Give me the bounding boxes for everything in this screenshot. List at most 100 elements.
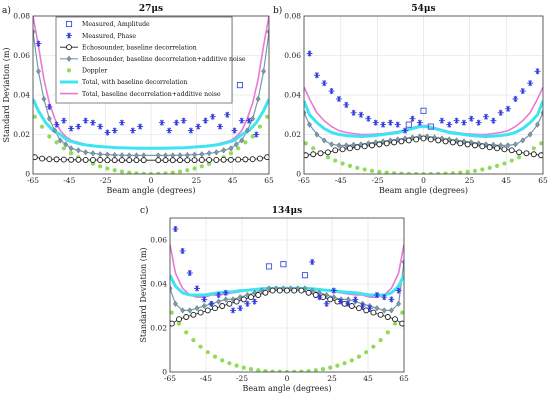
echosounder-noise-marker [228,145,234,152]
x-tick-label: -25 [236,374,248,383]
doppler-marker [436,171,441,174]
echosounder-marker [427,136,434,143]
echosounder-noise-marker [252,289,258,296]
doppler-marker [328,365,333,370]
echosounder-marker [392,316,398,323]
phase-marker [309,259,316,265]
phase-marker [352,296,359,303]
echosounder-marker [391,139,398,146]
echosounder-marker [89,157,96,163]
echosounder-marker [405,137,412,144]
echosounder-noise-marker [33,28,36,35]
echosounder-marker [356,305,362,312]
x-tick-label: -65 [164,374,176,383]
echosounder-noise-marker [46,115,52,122]
y-tick-label: 0.02 [13,130,30,139]
phase-marker [244,300,251,307]
doppler-marker [141,171,146,174]
axes-frame [169,217,405,373]
doppler-marker [392,321,398,326]
echosounder-marker [538,152,543,159]
phase-marker [446,121,453,128]
echosounder-marker [399,320,404,327]
doppler-marker [234,363,239,368]
echosounder-noise-marker [57,137,63,144]
phase-marker [215,292,222,298]
phase-marker [194,285,200,292]
x-tick-label: 25 [192,176,202,185]
amplitude-marker [236,82,244,89]
echosounder-noise-marker [213,149,219,156]
phase-marker [527,80,534,87]
doppler-marker [349,358,354,363]
legend-label: Total, with baseline decorrelation [82,79,187,86]
echosounder-marker [219,303,226,309]
echosounder-marker [227,156,234,163]
echosounder-marker [324,149,331,156]
amplitude-marker [405,121,412,128]
echosounder-marker [133,157,140,164]
phase-marker [230,307,236,314]
phase-marker [345,300,352,307]
doppler-marker [69,151,74,156]
echosounder-noise-marker [520,137,526,144]
phase-marker [166,127,173,134]
echosounder-marker [501,146,508,153]
echosounder-noise-marker [172,300,178,307]
echosounder-noise-marker [239,137,245,144]
echosounder-marker [472,142,478,149]
echosounder-noise-marker [266,28,269,35]
phase-marker [519,88,526,95]
echosounder-marker [75,156,82,163]
echosounder-marker [305,289,312,296]
doppler-marker [385,330,390,335]
x-axis-label: Beam angle (degrees) [242,384,331,393]
phase-marker [35,40,42,47]
doppler-marker [265,114,269,119]
phase-marker [246,117,253,124]
legend-label: Measured, Phase [82,33,136,40]
echosounder-marker [53,156,60,163]
legend: Measured, Amplitude Measured, Phase Echoso… [55,16,246,104]
phase-marker [89,119,96,126]
phase-marker [483,113,490,120]
echosounder-marker [220,156,227,163]
phase-marker [460,119,467,126]
phase-marker [323,300,330,307]
doppler-marker [198,344,203,349]
echosounder-marker [170,320,175,327]
x-tick-label: 0 [285,374,290,383]
x-tick-label: -65 [27,176,39,185]
phase-marker [172,226,179,232]
x-tick-label: 0 [421,176,426,185]
phase-marker [60,117,67,124]
echosounder-noise-marker [527,131,533,138]
doppler-marker [502,161,507,166]
phase-marker [350,109,357,116]
echosounder-marker [140,157,147,164]
echosounder-marker [212,305,218,312]
x-tick-label: 45 [228,176,238,185]
doppler-marker [228,151,233,156]
x-tick-label: -45 [63,176,75,185]
phase-marker [118,119,125,126]
echosounder-marker [197,309,204,316]
amplitude-marker [301,272,309,279]
echosounder-marker [310,151,317,158]
doppler-marker [98,164,103,169]
x-tick-label: -25 [100,176,112,185]
echosounder-noise-marker [194,305,200,312]
echosounder-marker [60,156,67,163]
echosounder-noise-marker [314,131,320,138]
phase-marker [129,127,136,134]
echosounder-marker [369,142,375,149]
doppler-marker [134,171,139,174]
echosounder-marker [82,157,89,163]
doppler-marker [220,358,225,363]
x-axis-label: Beam angle (degrees) [379,186,468,195]
echosounder-noise-marker [505,142,511,149]
doppler-marker [199,164,204,169]
phase-marker [497,109,504,116]
echosounder-marker [348,303,355,309]
phase-marker [338,298,344,305]
